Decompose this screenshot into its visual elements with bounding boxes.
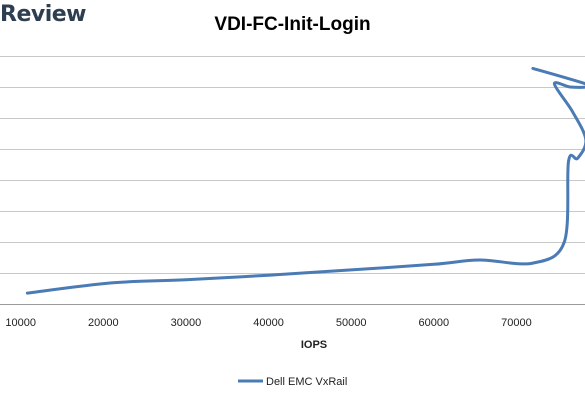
x-tick-label: 70000 [501,317,532,329]
x-tick-label: 40000 [253,317,284,329]
x-tick-label: 30000 [171,317,202,329]
x-tick-label: 20000 [88,317,119,329]
legend: Dell EMC VxRail [238,376,347,388]
x-tick-label: 60000 [418,317,449,329]
gridlines [0,56,585,305]
legend-label: Dell EMC VxRail [266,376,347,388]
chart-title: VDI-FC-Init-Login [214,14,371,35]
series-lines [25,66,585,295]
x-tick-label: 50000 [336,317,367,329]
x-tick-labels: 10000 20000 30000 40000 50000 60000 70000 [5,317,531,329]
x-tick-label: 10000 [5,317,36,329]
x-axis-label: IOPS [301,339,327,351]
series-line-dell-emc-vxrail [25,66,585,295]
brand-logo-text: Review [0,2,87,27]
